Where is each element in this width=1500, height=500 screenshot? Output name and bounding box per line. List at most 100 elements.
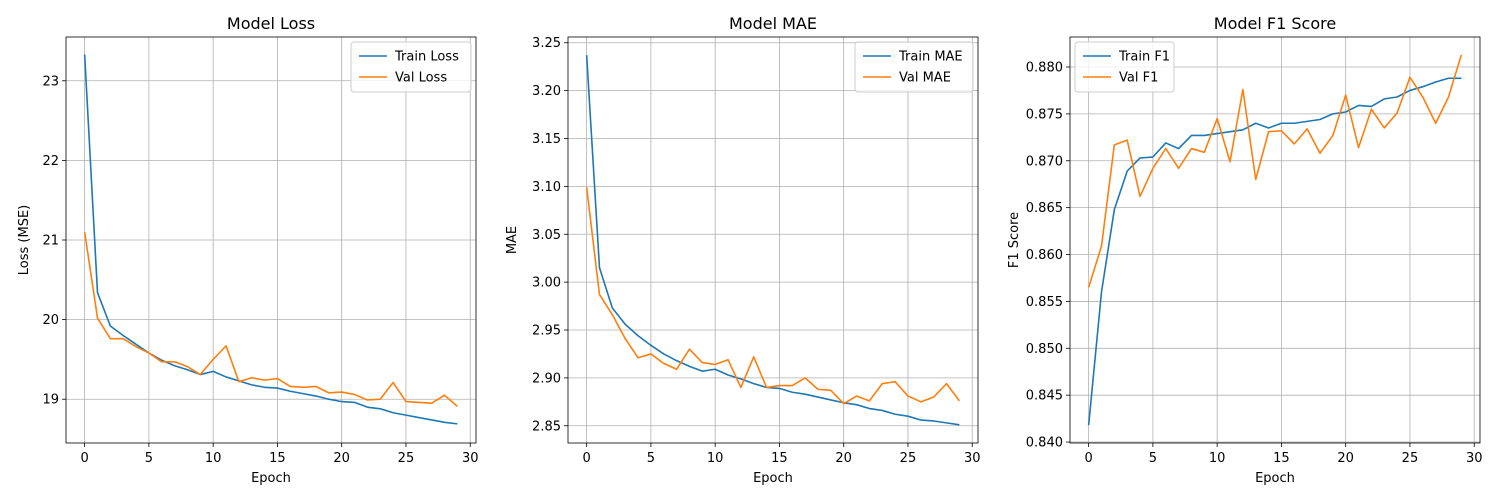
legend: Train Loss Val Loss	[350, 41, 472, 93]
model-mae-axes-frame	[567, 36, 979, 444]
model-loss-grid	[66, 37, 476, 443]
x-tick: 5	[145, 443, 153, 466]
series-line-train-loss	[83, 54, 458, 425]
x-tick-label: 25	[398, 451, 415, 466]
x-tick-label: 15	[771, 451, 788, 466]
model-f1-score-chart: 0 5 10 15 20 25 30 0.840 0.845 0.850 0.855 0.860 0.8…	[1007, 14, 1482, 486]
x-tick-label: 5	[145, 451, 153, 466]
y-tick: 0.845	[1026, 389, 1070, 404]
y-tick: 2.95	[532, 324, 568, 339]
x-tick-label: 0	[1084, 451, 1092, 466]
y-tick-label: 3.25	[532, 36, 561, 51]
x-tick-label: 10	[205, 451, 222, 466]
y-tick: 3.05	[532, 228, 568, 243]
y-tick: 0.860	[1026, 248, 1070, 263]
legend: Train MAE Val MAE	[854, 41, 974, 93]
chart-title: Model F1 Score	[1214, 14, 1336, 33]
y-tick-label: 0.855	[1026, 295, 1063, 310]
y-tick-label: 0.845	[1026, 389, 1063, 404]
x-tick-label: 0	[80, 451, 88, 466]
x-tick: 25	[1402, 443, 1418, 466]
model-loss-chart: 0 5 10 15 20 25 30 19 20 21 22 23 Model Loss Epoch Los…	[17, 14, 478, 486]
y-tick: 3.10	[532, 180, 568, 195]
y-tick-label: 3.15	[532, 132, 561, 147]
legend-label: Train MAE	[898, 50, 963, 65]
y-tick-label: 21	[42, 234, 59, 249]
series-line-val-f1	[1087, 54, 1463, 288]
y-tick-label: 2.85	[532, 419, 561, 434]
x-tick-label: 25	[900, 451, 917, 466]
y-tick: 21	[42, 234, 66, 249]
x-tick-label: 0	[582, 451, 590, 466]
model-f1-score-axes-frame	[1069, 36, 1481, 444]
y-tick-label: 3.05	[532, 228, 561, 243]
x-tick: 10	[707, 443, 723, 466]
x-tick: 20	[1337, 443, 1354, 466]
y-tick: 3.00	[532, 276, 568, 291]
y-tick-label: 0.840	[1026, 436, 1063, 451]
model-f1-score-grid	[1070, 37, 1480, 443]
y-axis-label: F1 Score	[1007, 212, 1022, 268]
y-tick: 2.85	[532, 419, 568, 434]
x-tick-label: 15	[269, 451, 286, 466]
x-tick-label: 30	[964, 451, 981, 466]
y-tick-label: 2.90	[532, 371, 561, 386]
legend-label: Train F1	[1118, 50, 1170, 65]
y-tick-label: 0.860	[1026, 248, 1063, 263]
x-tick-label: 20	[1337, 451, 1354, 466]
x-tick: 25	[900, 443, 917, 466]
x-tick: 15	[269, 443, 286, 466]
x-tick: 20	[333, 443, 350, 466]
series-line-val-mae	[585, 187, 961, 405]
x-tick: 15	[1273, 443, 1290, 466]
x-tick: 30	[1466, 443, 1483, 466]
y-tick-label: 0.865	[1026, 201, 1063, 216]
x-tick-label: 30	[1466, 451, 1483, 466]
y-tick-label: 3.20	[532, 84, 561, 99]
y-tick: 3.15	[532, 132, 568, 147]
x-tick-label: 20	[835, 451, 852, 466]
chart-title: Model MAE	[729, 14, 817, 33]
x-tick: 10	[205, 443, 222, 466]
legend: Train F1 Val F1	[1074, 41, 1175, 93]
y-tick-label: 23	[42, 74, 59, 89]
legend-label: Train Loss	[394, 50, 459, 65]
x-tick: 15	[771, 443, 788, 466]
y-axis-label: Loss (MSE)	[17, 205, 32, 275]
series-line-train-f1	[1087, 77, 1462, 426]
legend-label: Val MAE	[899, 71, 951, 86]
y-tick: 0.850	[1026, 342, 1070, 357]
y-tick-label: 0.875	[1026, 107, 1063, 122]
x-tick: 5	[1149, 443, 1157, 466]
x-tick: 30	[964, 443, 981, 466]
y-tick: 20	[42, 313, 66, 328]
y-tick: 2.90	[532, 371, 568, 386]
y-tick: 3.20	[532, 84, 568, 99]
y-tick-label: 19	[42, 393, 59, 408]
y-tick: 3.25	[532, 36, 568, 51]
y-tick: 22	[42, 154, 66, 169]
y-tick: 0.855	[1026, 295, 1070, 310]
y-tick-label: 3.00	[532, 276, 561, 291]
legend-label: Val Loss	[395, 71, 447, 86]
y-tick-label: 0.870	[1026, 154, 1063, 169]
y-axis-label: MAE	[505, 226, 520, 254]
y-tick: 0.880	[1026, 61, 1070, 76]
y-tick: 0.865	[1026, 201, 1070, 216]
x-tick: 25	[398, 443, 415, 466]
chart-title: Model Loss	[227, 14, 315, 33]
x-tick-label: 30	[462, 451, 479, 466]
model-mae-chart: 0 5 10 15 20 25 30 2.85 2.90 2.95 3.00 3.05 3.10 3.15…	[505, 14, 980, 486]
legend-box	[854, 41, 974, 93]
x-tick: 0	[80, 443, 89, 466]
legend-label: Val F1	[1119, 71, 1158, 86]
y-tick-label: 0.880	[1026, 61, 1063, 76]
x-tick-label: 15	[1273, 451, 1290, 466]
y-tick: 0.870	[1026, 154, 1070, 169]
legend-box	[1074, 41, 1175, 93]
y-tick: 0.840	[1026, 436, 1070, 451]
y-tick-label: 3.10	[532, 180, 561, 195]
x-tick: 10	[1209, 443, 1225, 466]
x-axis-label: Epoch	[251, 471, 291, 486]
